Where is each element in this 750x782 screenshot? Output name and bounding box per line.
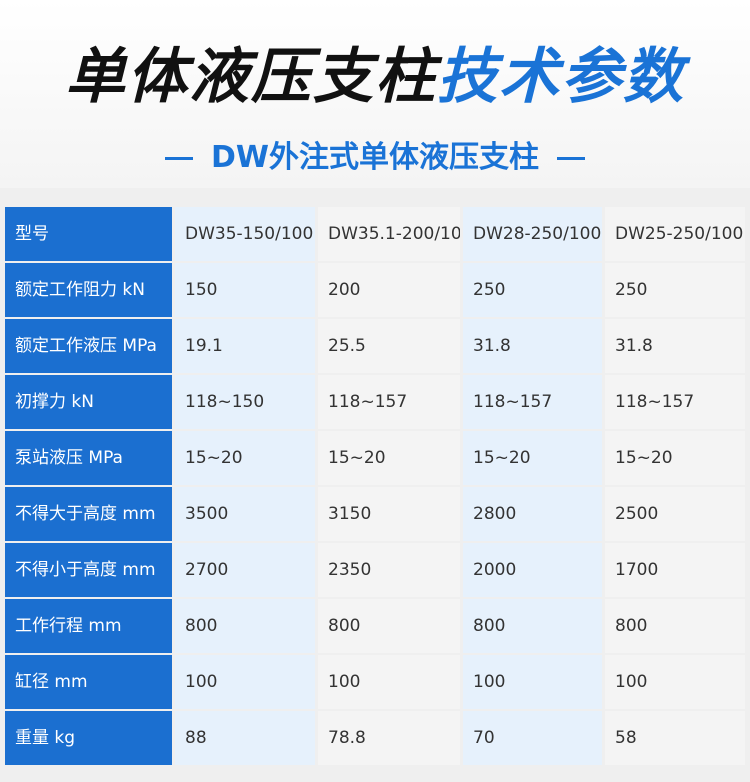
table-cell: 1700 xyxy=(605,543,745,597)
table-cell: 31.8 xyxy=(463,319,602,373)
table-cell: 15~20 xyxy=(175,431,315,485)
table-cell: 100 xyxy=(175,655,315,709)
subtitle-row: DW外注式单体液压支柱 xyxy=(0,132,750,176)
row-label: 额定工作液压 MPa xyxy=(5,319,172,373)
table-cell: 3150 xyxy=(318,487,460,541)
row-label: 缸径 mm xyxy=(5,655,172,709)
table-cell: 100 xyxy=(605,655,745,709)
dash xyxy=(557,157,585,160)
subtitle: DW外注式单体液压支柱 xyxy=(211,140,539,175)
table-cell: DW25-250/100 xyxy=(605,207,745,261)
table-cell: 250 xyxy=(463,263,602,317)
table-cell: 88 xyxy=(175,711,315,765)
row-label: 重量 kg xyxy=(5,711,172,765)
table-cell: 15~20 xyxy=(463,431,602,485)
table-cell: 118~157 xyxy=(318,375,460,429)
table-cell: 31.8 xyxy=(605,319,745,373)
table-cell: 800 xyxy=(318,599,460,653)
table-cell: 118~150 xyxy=(175,375,315,429)
table-cell: 800 xyxy=(175,599,315,653)
table-cell: DW35-150/100 xyxy=(175,207,315,261)
table-cell: 25.5 xyxy=(318,319,460,373)
table-cell: DW28-250/100 xyxy=(463,207,602,261)
row-label: 额定工作阻力 kN xyxy=(5,263,172,317)
table-cell: 118~157 xyxy=(605,375,745,429)
table-cell: 200 xyxy=(318,263,460,317)
table-cell: 150 xyxy=(175,263,315,317)
table-cell: 19.1 xyxy=(175,319,315,373)
table-cell: 2350 xyxy=(318,543,460,597)
row-label: 初撑力 kN xyxy=(5,375,172,429)
row-label: 不得小于高度 mm xyxy=(5,543,172,597)
table-cell: 100 xyxy=(463,655,602,709)
row-label: 泵站液压 MPa xyxy=(5,431,172,485)
row-label: 不得大于高度 mm xyxy=(5,487,172,541)
header: 单体液压支柱技术参数 DW外注式单体液压支柱 xyxy=(0,0,750,188)
row-label: 型号 xyxy=(5,207,172,261)
title-blue: 技术参数 xyxy=(437,42,685,112)
table-cell: DW35.1-200/100 xyxy=(318,207,460,261)
dash xyxy=(165,157,193,160)
table-cell: 2500 xyxy=(605,487,745,541)
title: 单体液压支柱技术参数 xyxy=(0,28,750,115)
table-cell: 78.8 xyxy=(318,711,460,765)
table-cell: 15~20 xyxy=(318,431,460,485)
row-label: 工作行程 mm xyxy=(5,599,172,653)
table-cell: 70 xyxy=(463,711,602,765)
title-dark: 单体液压支柱 xyxy=(65,42,437,112)
table-cell: 800 xyxy=(605,599,745,653)
table-cell: 2700 xyxy=(175,543,315,597)
table-cell: 800 xyxy=(463,599,602,653)
table-cell: 58 xyxy=(605,711,745,765)
table-cell: 15~20 xyxy=(605,431,745,485)
table-cell: 100 xyxy=(318,655,460,709)
table-cell: 2000 xyxy=(463,543,602,597)
table-cell: 250 xyxy=(605,263,745,317)
table-cell: 3500 xyxy=(175,487,315,541)
table-cell: 118~157 xyxy=(463,375,602,429)
table-cell: 2800 xyxy=(463,487,602,541)
